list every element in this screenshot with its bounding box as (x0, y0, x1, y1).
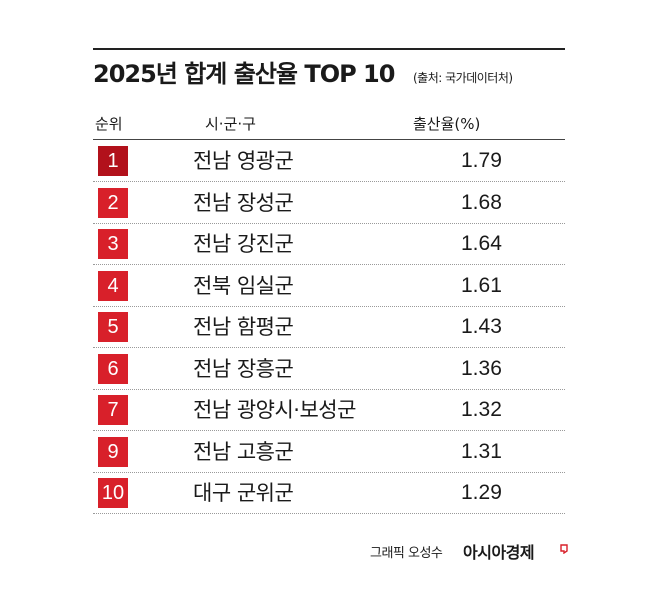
table-row: 9 전남 고흥군 1.31 (93, 432, 565, 473)
chart-title: 2025년 합계 출산율 TOP 10 (93, 60, 395, 88)
table-row: 6 전남 장흥군 1.36 (93, 349, 565, 390)
rank-badge: 10 (98, 478, 128, 508)
brand-logo-text: 아시아경제 (463, 543, 535, 562)
row-separator (93, 181, 565, 182)
credit-text: 그래픽 오성수 (370, 546, 443, 561)
header-rate: 출산율(%) (413, 115, 481, 133)
region-name: 전남 함평군 (193, 315, 294, 339)
header-region: 시·군·구 (205, 115, 256, 133)
birth-rate-value: 1.79 (461, 149, 502, 172)
rank-badge: 7 (98, 395, 128, 425)
row-separator (93, 222, 565, 224)
region-name: 전남 장흥군 (193, 356, 294, 381)
table-row: 2 전남 장성군 1.68 (93, 183, 565, 224)
row-separator (93, 471, 565, 473)
birth-rate-value: 1.68 (461, 190, 502, 214)
header-rule (93, 139, 565, 140)
row-separator (93, 347, 565, 348)
rank-badge: 1 (98, 146, 128, 176)
row-separator (93, 513, 565, 514)
table-row: 1 전남 영광군 1.79 (93, 141, 565, 182)
source-note: (출처: 국가데이터처) (413, 71, 513, 85)
header-rank: 순위 (95, 115, 123, 133)
brand-mark-icon (560, 544, 568, 554)
row-separator (93, 264, 565, 265)
table-row: 7 전남 광양시·보성군 1.32 (93, 390, 565, 431)
rank-badge: 9 (98, 436, 128, 467)
table-row: 4 전북 임실군 1.61 (93, 266, 565, 307)
table-row: 3 전남 강진군 1.64 (93, 224, 565, 265)
row-separator (93, 430, 565, 431)
region-name: 전남 영광군 (193, 149, 294, 173)
table-row: 10 대구 군위군 1.29 (93, 473, 565, 514)
rank-badge: 5 (98, 312, 128, 342)
rank-badge: 3 (98, 229, 128, 259)
top-rule (93, 48, 565, 50)
region-name: 전남 광양시·보성군 (193, 398, 356, 422)
birth-rate-value: 1.61 (461, 273, 502, 297)
row-separator (93, 305, 565, 307)
birth-rate-value: 1.64 (461, 232, 502, 255)
table-header: 순위 시·군·구 출산율(%) (93, 112, 565, 136)
birth-rate-value: 1.43 (461, 315, 502, 338)
region-name: 전남 장성군 (193, 190, 294, 215)
region-name: 전남 강진군 (193, 232, 294, 256)
region-name: 전남 고흥군 (193, 439, 294, 464)
row-separator (93, 388, 565, 390)
rank-badge: 6 (98, 353, 128, 384)
rank-badge: 4 (98, 270, 128, 301)
region-name: 대구 군위군 (193, 481, 294, 505)
table-row: 5 전남 함평군 1.43 (93, 307, 565, 348)
birth-rate-value: 1.29 (461, 481, 502, 504)
birth-rate-value: 1.31 (461, 439, 502, 463)
birth-rate-value: 1.32 (461, 398, 502, 421)
birth-rate-value: 1.36 (461, 356, 502, 380)
region-name: 전북 임실군 (193, 273, 294, 298)
rank-badge: 2 (98, 187, 128, 218)
